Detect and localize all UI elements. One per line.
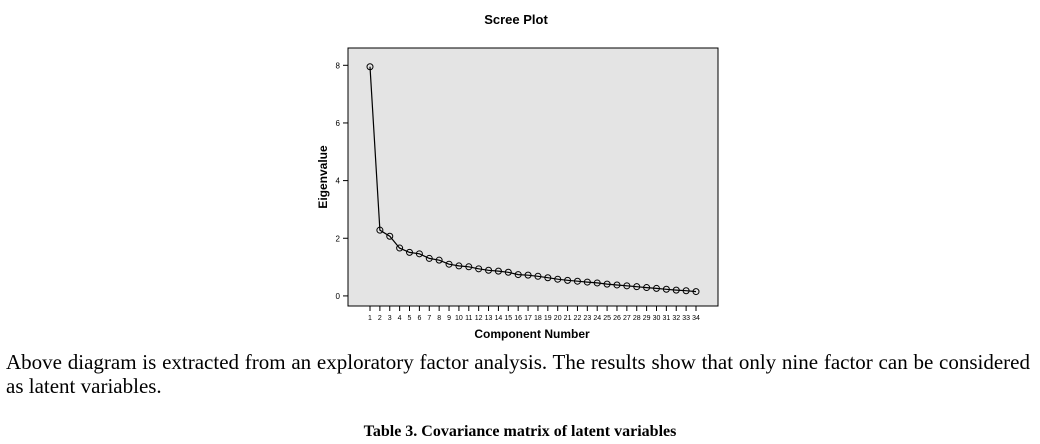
y-tick-label: 2 xyxy=(336,234,341,243)
data-point xyxy=(425,254,433,262)
x-tick-label: 16 xyxy=(514,315,522,322)
data-point xyxy=(662,285,670,293)
x-tick-label: 1 xyxy=(368,315,372,322)
x-tick-label: 10 xyxy=(455,315,463,322)
data-point xyxy=(623,282,631,290)
y-axis-label: Eigenvalue xyxy=(316,145,330,209)
data-point xyxy=(406,248,414,256)
data-point xyxy=(633,283,641,291)
data-point xyxy=(652,284,660,292)
data-point xyxy=(544,274,552,282)
data-point xyxy=(554,275,562,283)
x-tick-label: 18 xyxy=(534,315,542,322)
body-paragraph: Above diagram is extracted from an explo… xyxy=(6,350,1030,398)
x-tick-label: 26 xyxy=(613,315,621,322)
data-point xyxy=(376,226,384,234)
table-caption: Table 3. Covariance matrix of latent var… xyxy=(363,423,677,440)
x-tick-label: 4 xyxy=(398,315,402,322)
x-tick-label: 21 xyxy=(564,315,572,322)
x-tick-label: 19 xyxy=(544,315,552,322)
data-point xyxy=(445,260,453,268)
x-tick-label: 22 xyxy=(574,315,582,322)
data-point xyxy=(682,287,690,295)
y-tick-label: 0 xyxy=(336,292,341,301)
data-point xyxy=(504,268,512,276)
data-point xyxy=(415,250,423,258)
data-point xyxy=(494,267,502,275)
data-point xyxy=(583,278,591,286)
x-tick-label: 6 xyxy=(417,315,421,322)
data-point xyxy=(593,279,601,287)
x-tick-label: 8 xyxy=(437,315,441,322)
data-point xyxy=(672,286,680,294)
data-point xyxy=(613,281,621,289)
x-tick-label: 29 xyxy=(643,315,651,322)
data-point xyxy=(524,271,532,279)
x-tick-label: 30 xyxy=(653,315,661,322)
data-point xyxy=(692,288,700,296)
x-axis-label: Component Number xyxy=(474,327,590,341)
x-tick-label: 3 xyxy=(388,315,392,322)
x-tick-label: 17 xyxy=(524,315,532,322)
data-point xyxy=(465,263,473,271)
x-tick-label: 31 xyxy=(662,315,670,322)
x-tick-label: 24 xyxy=(593,315,601,322)
x-tick-label: 32 xyxy=(672,315,680,322)
x-tick-label: 25 xyxy=(603,315,611,322)
data-point xyxy=(435,256,443,264)
data-point xyxy=(573,277,581,285)
chart-title: Scree Plot xyxy=(484,12,548,27)
data-point xyxy=(643,284,651,292)
data-point xyxy=(396,244,404,252)
x-tick-label: 12 xyxy=(475,315,483,322)
data-point xyxy=(485,266,493,274)
plot-area xyxy=(347,47,719,307)
scree-plot-chart: Scree Plot 0 2 4 6 8 1 2 3 4 5 6 7 8 9 10 11 12 13 14 15 16 17… xyxy=(316,12,719,341)
data-point xyxy=(475,265,483,273)
data-point xyxy=(514,271,522,279)
series-line xyxy=(369,66,697,293)
x-tick-label: 27 xyxy=(623,315,631,322)
y-tick-label: 8 xyxy=(336,61,341,70)
x-tick-label: 23 xyxy=(583,315,591,322)
x-tick-label: 33 xyxy=(682,315,690,322)
data-point xyxy=(455,262,463,270)
x-tick-label: 14 xyxy=(495,315,503,322)
data-point xyxy=(534,272,542,280)
y-tick-label: 6 xyxy=(336,119,341,128)
x-tick-label: 7 xyxy=(427,315,431,322)
data-point xyxy=(386,232,394,240)
x-tick-label: 34 xyxy=(692,315,700,322)
x-tick-label: 28 xyxy=(633,315,641,322)
x-tick-label: 2 xyxy=(378,315,382,322)
data-point xyxy=(564,276,572,284)
data-point xyxy=(366,63,374,71)
x-tick-label: 15 xyxy=(504,315,512,322)
data-point xyxy=(603,280,611,288)
x-tick-label: 13 xyxy=(485,315,493,322)
y-tick-label: 4 xyxy=(336,177,341,186)
x-tick-label: 20 xyxy=(554,315,562,322)
x-tick-label: 5 xyxy=(408,315,412,322)
x-tick-label: 11 xyxy=(465,315,472,322)
x-tick-label: 9 xyxy=(447,315,451,322)
